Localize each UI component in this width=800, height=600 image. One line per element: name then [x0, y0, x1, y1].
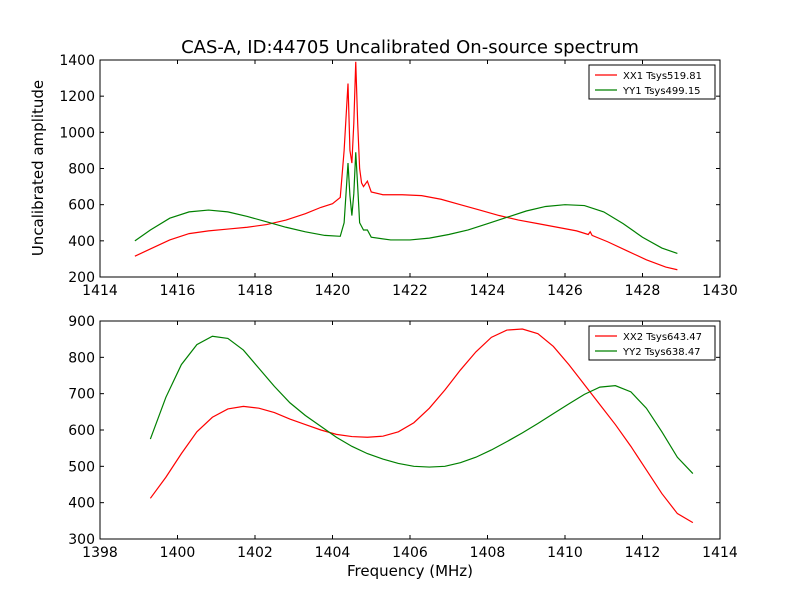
y-tick-label: 800	[68, 162, 95, 178]
top-plot: 1414 1416 1418 1420 1422 1424 1426 1428 14302004…	[59, 53, 737, 299]
y-tick-label: 500	[68, 459, 95, 475]
y-tick-label: 1200	[59, 89, 95, 105]
x-tick-label: 1402	[237, 545, 273, 561]
y-tick-label: 700	[68, 387, 95, 403]
x-tick-label: 1424	[470, 283, 506, 299]
x-tick-label: 1412	[625, 545, 661, 561]
x-tick-label: 1410	[547, 545, 583, 561]
y-tick-label: 900	[68, 314, 95, 330]
y-tick-label: 800	[68, 350, 95, 366]
x-tick-label: 1400	[160, 545, 196, 561]
x-tick-label: 1422	[392, 283, 428, 299]
series-line-1-2	[135, 152, 678, 253]
x-tick-label: 1414	[702, 545, 738, 561]
x-tick-label: 1406	[392, 545, 428, 561]
legend-label: YY2 Tsys638.47	[622, 347, 701, 358]
y-tick-label: 200	[68, 270, 95, 286]
x-tick-label: 1420	[315, 283, 351, 299]
legend-label: YY1 Tsys499.15	[622, 86, 701, 97]
x-axis-label: Frequency (MHz)	[347, 562, 473, 580]
x-tick-label: 1408	[470, 545, 506, 561]
y-tick-label: 1000	[59, 125, 95, 141]
y-tick-label: 600	[68, 423, 95, 439]
y-tick-label: 400	[68, 234, 95, 250]
y-tick-label: 300	[68, 532, 95, 548]
figure-title: CAS-A, ID:44705 Uncalibrated On-source s…	[181, 37, 639, 58]
legend-label: XX2 Tsys643.47	[623, 332, 702, 343]
x-tick-label: 1418	[237, 283, 273, 299]
x-tick-label: 1430	[702, 283, 738, 299]
y-tick-label: 600	[68, 198, 95, 214]
legend-label: XX1 Tsys519.81	[623, 71, 702, 82]
x-tick-label: 1426	[547, 283, 583, 299]
bottom-plot: 1398 1400 1402 1404 1406 1408 1410 1412 14143004…	[68, 314, 738, 561]
x-tick-label: 1416	[160, 283, 196, 299]
y-axis-label: Uncalibrated amplitude	[29, 80, 47, 256]
x-tick-label: 1428	[625, 283, 661, 299]
y-tick-label: 1400	[59, 53, 95, 69]
y-tick-label: 400	[68, 496, 95, 512]
spectrum-figure: CAS-A, ID:44705 Uncalibrated On-source s…	[0, 0, 800, 600]
x-tick-label: 1404	[315, 545, 351, 561]
